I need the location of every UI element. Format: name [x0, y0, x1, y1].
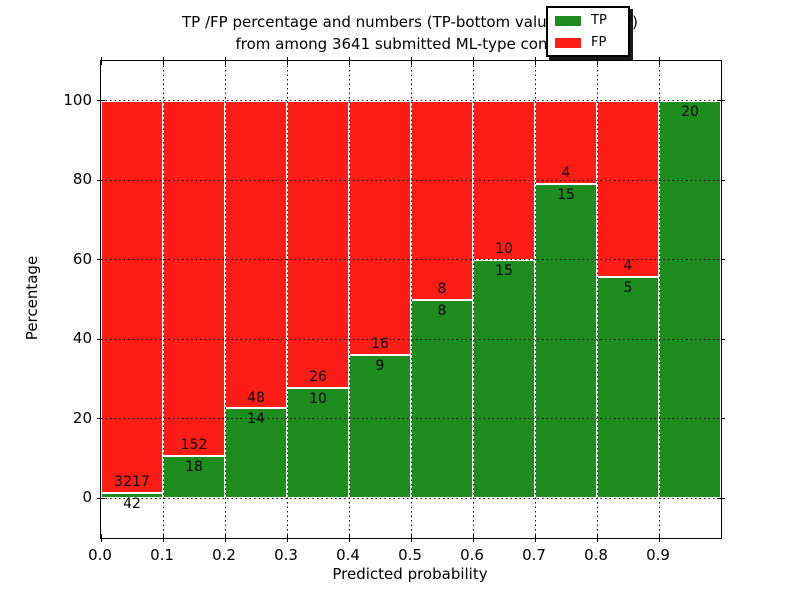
bar-segment-fp — [287, 100, 349, 388]
tp-legend-swatch — [555, 15, 581, 26]
bar-label-fp: 4 — [623, 258, 633, 275]
y-tick-mark — [717, 497, 725, 499]
bar-label-tp: 14 — [247, 411, 265, 428]
bar-label-tp: 9 — [375, 358, 385, 375]
x-tick-mark — [596, 534, 598, 542]
bar-segment-fp — [411, 100, 473, 300]
gridline-vertical — [658, 61, 660, 538]
bar-segment-tp — [411, 299, 473, 499]
gridline-vertical — [224, 61, 226, 538]
x-tick-label: 0.7 — [522, 546, 546, 564]
bar-label-tp: 42 — [123, 496, 141, 513]
y-tick-mark — [717, 179, 725, 181]
x-tick-label: 0.9 — [646, 546, 670, 564]
plot-area: 3217 42 152 18 48 14 26 10 16 9 8 8 10 15 4 15 4 5 20 — [97, 57, 725, 542]
gridline-vertical — [534, 61, 536, 538]
bar-label-fp: 8 — [437, 280, 447, 297]
gridline-vertical — [596, 61, 598, 538]
gridline-vertical — [472, 61, 474, 538]
y-tick-label: 80 — [72, 170, 92, 189]
bar-segment-fp — [349, 100, 411, 356]
bar-label-fp: 48 — [247, 389, 265, 406]
x-tick-mark — [410, 534, 412, 542]
x-tick-mark — [100, 57, 102, 65]
y-tick-label: 20 — [72, 408, 92, 427]
bar-label-fp: 10 — [495, 240, 513, 257]
x-tick-mark — [286, 534, 288, 542]
legend-label: FP — [591, 35, 607, 50]
chart-title-line1: TP /FP percentage and numbers (TP-bottom… — [182, 13, 638, 31]
bar-label-tp: 5 — [623, 280, 633, 297]
chart-title-line2: from among 3641 submitted ML-type contac… — [235, 35, 585, 53]
bar-segment-tp — [597, 277, 659, 499]
x-tick-label: 0.5 — [398, 546, 422, 564]
x-tick-label: 0.6 — [460, 546, 484, 564]
bar-segment-fp — [535, 100, 597, 185]
fp-legend-swatch — [555, 37, 581, 48]
x-tick-mark — [348, 534, 350, 542]
bar-label-tp: 10 — [309, 390, 327, 407]
y-tick-label: 60 — [72, 249, 92, 268]
bar-label-fp: 26 — [309, 368, 327, 385]
bar-segment-fp — [597, 100, 659, 278]
bar-segment-fp — [163, 100, 225, 457]
y-tick-mark — [717, 338, 725, 340]
bar-segment-fp — [101, 100, 163, 494]
x-tick-mark — [224, 534, 226, 542]
bar-segment-tp — [349, 355, 411, 499]
x-tick-label: 0.3 — [274, 546, 298, 564]
y-tick-mark — [717, 259, 725, 261]
bar-label-fp: 3217 — [114, 474, 150, 491]
bar-label-fp: 16 — [371, 336, 389, 353]
bar-segment-tp — [287, 387, 349, 499]
chart-title: TP /FP percentage and numbers (TP-bottom… — [100, 11, 720, 55]
y-axis-label: Percentage — [23, 255, 41, 341]
bar-label-tp: 15 — [495, 262, 513, 279]
y-tick-label: 100 — [63, 90, 92, 109]
x-tick-mark — [100, 534, 102, 542]
legend-label: TP — [591, 13, 607, 28]
bar-label-tp: 20 — [681, 103, 699, 120]
x-tick-label: 0.8 — [584, 546, 608, 564]
bar-segment-tp — [473, 259, 535, 499]
x-tick-label: 0.4 — [336, 546, 360, 564]
bar-segment-tp — [163, 456, 225, 499]
gridline-vertical — [162, 61, 164, 538]
y-tick-label: 40 — [72, 329, 92, 348]
x-tick-mark — [162, 534, 164, 542]
gridline-vertical — [348, 61, 350, 538]
legend: TP FP — [546, 6, 630, 57]
x-tick-label: 0.0 — [88, 546, 112, 564]
bar-segment-fp — [225, 100, 287, 409]
gridline-vertical — [410, 61, 412, 538]
y-tick-label: 0 — [82, 488, 92, 507]
x-tick-mark — [658, 534, 660, 542]
y-tick-mark — [717, 100, 725, 102]
x-tick-label: 0.2 — [212, 546, 236, 564]
gridline-vertical — [286, 61, 288, 538]
y-tick-mark — [717, 418, 725, 420]
bar-label-fp: 152 — [180, 437, 208, 454]
bar-label-tp: 8 — [437, 302, 447, 319]
x-tick-label: 0.1 — [150, 546, 174, 564]
bar-label-fp: 4 — [561, 165, 571, 182]
x-tick-mark — [534, 534, 536, 542]
bar-label-tp: 15 — [557, 187, 575, 204]
legend-row: FP — [555, 36, 621, 49]
x-tick-mark — [472, 534, 474, 542]
x-axis-label: Predicted probability — [332, 565, 488, 583]
bar-label-tp: 18 — [185, 459, 203, 476]
bar-segment-tp — [659, 100, 721, 499]
legend-row: TP — [555, 14, 621, 27]
bar-segment-tp — [535, 184, 597, 499]
